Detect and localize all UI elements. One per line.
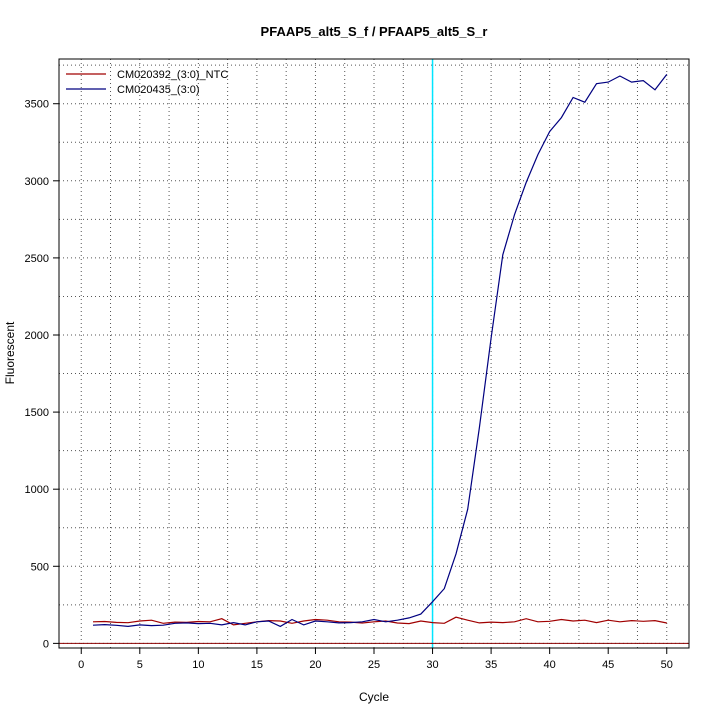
x-axis-title: Cycle [359,690,389,704]
y-axis-title: Fluorescent [3,321,17,384]
series-line-2 [92,74,668,628]
y-axis: 0 500 1000 1500 2000 2500 3000 3500 [25,99,59,650]
x-tick-label: 35 [485,659,497,671]
series-line-1 [92,616,667,626]
series-lines [92,74,668,628]
legend-label-1: CM020392_(3:0)_NTC [117,69,228,81]
y-tick-label: 1000 [25,484,49,496]
y-tick-label: 3500 [25,99,49,111]
x-tick-label: 0 [78,659,84,671]
x-tick-label: 10 [192,659,204,671]
y-tick-label: 3000 [25,176,49,188]
x-tick-label: 20 [309,659,321,671]
x-axis: 0 5 10 15 20 25 30 35 40 45 50 [78,648,673,671]
y-tick-label: 500 [31,561,49,573]
legend: CM020392_(3:0)_NTC CM020435_(3:0) [66,69,228,96]
x-tick-label: 25 [368,659,380,671]
x-tick-label: 5 [137,659,143,671]
y-tick-label: 0 [43,638,49,650]
y-tick-label: 1500 [25,407,49,419]
x-tick-label: 15 [251,659,263,671]
x-tick-label: 40 [544,659,556,671]
x-tick-label: 50 [661,659,673,671]
y-tick-label: 2500 [25,253,49,265]
x-tick-label: 45 [602,659,614,671]
y-tick-label: 2000 [25,330,49,342]
x-tick-label: 30 [426,659,438,671]
legend-label-2: CM020435_(3:0) [117,84,200,96]
chart-title: PFAAP5_alt5_S_f / PFAAP5_alt5_S_r [261,24,488,39]
